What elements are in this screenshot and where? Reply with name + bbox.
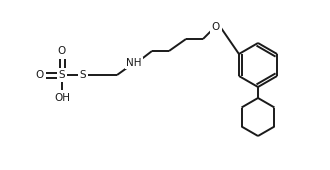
Text: O: O [36,70,44,80]
Text: S: S [80,70,86,80]
Text: OH: OH [54,93,70,103]
Text: S: S [59,70,65,80]
Text: O: O [212,22,220,32]
Text: NH: NH [126,58,142,68]
Text: O: O [58,46,66,56]
